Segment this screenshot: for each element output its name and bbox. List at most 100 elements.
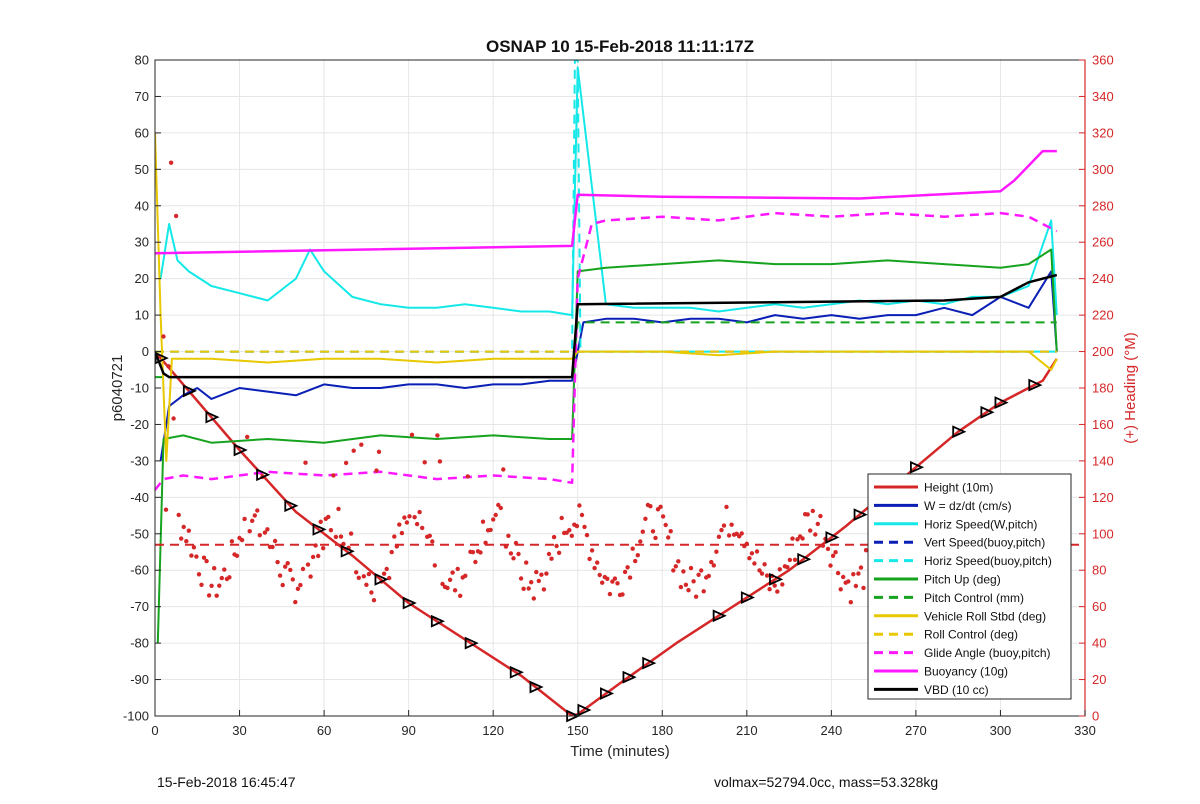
y-right-tick-label: 160 [1092,417,1114,432]
heading-dot [671,568,676,573]
x-tick-label: 330 [1074,723,1096,738]
heading-dot [584,532,590,538]
heading-dot [305,562,311,567]
heading-dot [673,564,678,569]
heading-dot [595,560,600,565]
heading-dot [589,548,595,553]
heading-dot [518,576,524,581]
height-marker [430,614,445,628]
heading-dot [331,473,336,478]
series-line-11 [155,273,1058,379]
heading-dot [308,574,313,579]
y-tick-label: -40 [130,490,149,505]
heading-dot [277,573,283,578]
y-tick-label: -20 [130,417,149,432]
y-axis-label: p6040721 [109,355,126,422]
heading-dot [181,524,186,530]
heading-dot [729,522,734,527]
heading-dot [234,553,240,558]
heading-dot [582,524,587,530]
heading-dot [283,564,288,569]
y-right-tick-label: 180 [1092,381,1114,396]
heading-dot [397,522,402,527]
height-marker [1028,378,1043,392]
heading-dot [754,549,760,554]
heading-dot [747,556,752,561]
y-tick-label: 70 [135,89,149,104]
heading-dot [214,593,219,598]
y-right-tick-label: 120 [1092,490,1114,505]
legend-label-11: VBD (10 cc) [924,683,989,697]
legend: Height (10m) W = dz/dt (cm/s) Horiz Speed(… [867,473,1072,700]
heading-dot [498,505,503,511]
y-tick-label: 80 [135,53,149,68]
heading-dot [691,579,696,584]
heading-dot [290,577,295,582]
heading-dot [452,588,458,593]
heading-dot [744,541,749,546]
heading-dot [521,586,526,591]
heading-dot [808,528,813,533]
heading-dot [470,550,476,555]
x-tick-label: 150 [567,723,589,738]
heading-dot [217,583,222,588]
heading-dot [455,566,460,572]
height-marker [340,544,355,558]
heading-dot [858,565,864,570]
heading-dot [399,530,405,536]
heading-dot [369,590,374,595]
heading-dot [257,533,262,538]
heading-dot [785,565,790,570]
heading-dot [245,434,250,440]
legend-label-3: Vert Speed(buoy,pitch) [924,536,1045,550]
heading-dot [194,554,199,559]
heading-dot [759,571,765,576]
heading-dot [364,582,369,587]
heading-dot [668,529,673,534]
height-marker [402,596,417,610]
height-marker [600,687,615,700]
height-marker [374,572,389,586]
heading-dot [638,539,643,544]
heading-dot [303,460,308,465]
heading-dot [488,527,493,533]
heading-dot [351,448,356,453]
heading-dot [607,591,613,597]
heading-dot [478,550,483,555]
heading-dot [409,432,415,437]
heading-dot [275,559,280,565]
heading-dot [204,558,209,564]
heading-dot [861,585,866,591]
heading-dot [496,502,501,508]
y-right-tick-label: 340 [1092,89,1114,104]
heading-dot [709,559,714,565]
heading-dot [699,568,704,573]
heading-dot [851,572,856,577]
heading-dot [749,551,755,556]
height-marker [577,703,592,717]
heading-dot [739,531,744,536]
heading-dot [173,213,179,219]
heading-dot [336,506,341,512]
heading-dot [835,570,841,576]
heading-dot [693,594,699,599]
heading-dot [762,562,767,567]
heading-dot [810,508,815,514]
heading-dot [166,364,171,369]
y-tick-label: 40 [135,198,149,213]
x-tick-label: 0 [151,723,158,738]
heading-dot [417,509,422,515]
x-tick-label: 30 [232,723,246,738]
heading-dot [792,557,798,562]
y-right-tick-label: 300 [1092,162,1114,177]
heading-dot [600,580,605,585]
heading-dot [569,533,574,538]
heading-dot [450,570,455,575]
height-marker [284,499,299,513]
heading-dot [227,575,232,580]
height-marker [712,609,727,623]
heading-dot [376,449,382,454]
legend-label-5: Pitch Up (deg) [924,573,1001,587]
heading-dot [222,567,227,572]
heading-dot [389,549,394,555]
